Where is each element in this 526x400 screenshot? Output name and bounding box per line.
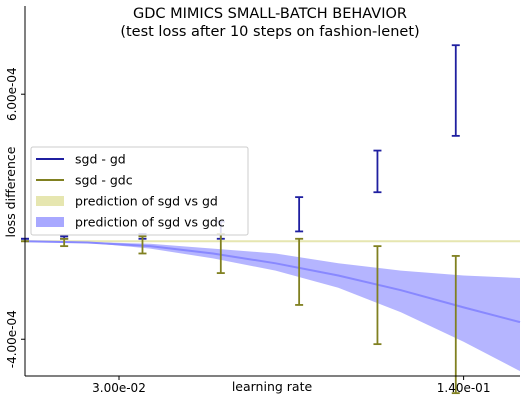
y-tick-label-1: -4.00e-04	[5, 310, 19, 368]
legend-entry-prediction-of-sgd-vs-gdc: prediction of sgd vs gdc	[36, 215, 225, 230]
x-axis-label: learning rate	[232, 379, 313, 394]
errorbar-sgd---gdc-5	[373, 245, 382, 346]
errorbar-sgd---gdc-1	[60, 237, 69, 248]
band-mean-prediction-of-sgd-vs-gdc	[24, 240, 521, 324]
chart-subtitle: (test loss after 10 steps on fashion-len…	[120, 24, 419, 40]
y-tick-label-0: 6.00e-04	[5, 67, 19, 121]
x-tick-label-0: 3.00e-02	[92, 381, 146, 395]
prediction-bands	[24, 240, 521, 372]
y-axis-label: loss difference	[3, 146, 18, 237]
legend-label: prediction of sgd vs gdc	[75, 215, 225, 230]
legend-label: sgd - gd	[75, 152, 126, 167]
errorbar-sgd---gd-5	[373, 149, 382, 194]
legend-box	[30, 146, 249, 236]
legend-entry-sgd---gdc: sgd - gdc	[36, 173, 133, 188]
legend-label: prediction of sgd vs gd	[75, 194, 218, 209]
legend-swatch	[36, 196, 64, 206]
errorbar-sgd---gdc-6	[451, 255, 460, 395]
errorbar-sgd---gd-4	[295, 196, 304, 233]
errorbar-sgd---gdc-2	[138, 235, 147, 255]
chart-title: GDC MIMICS SMALL-BATCH BEHAVIOR	[133, 6, 407, 22]
legend-entry-prediction-of-sgd-vs-gd: prediction of sgd vs gd	[36, 194, 218, 209]
legend-label: sgd - gdc	[75, 173, 133, 188]
errorbar-sgd---gdc-4	[295, 237, 304, 306]
legend: sgd - gd sgd - gdc prediction of sgd vs gd…	[30, 146, 249, 236]
legend-entry-sgd---gd: sgd - gd	[36, 152, 126, 167]
band-prediction-of-sgd-vs-gdc	[25, 241, 520, 372]
errorbar-sgd---gd-6	[451, 44, 460, 137]
axis-ticks: 3.00e-02 1.40e-01 6.00e-04 -4.00e-04	[5, 67, 490, 395]
x-tick-label-1: 1.40e-01	[437, 381, 491, 395]
legend-swatch	[36, 217, 64, 227]
